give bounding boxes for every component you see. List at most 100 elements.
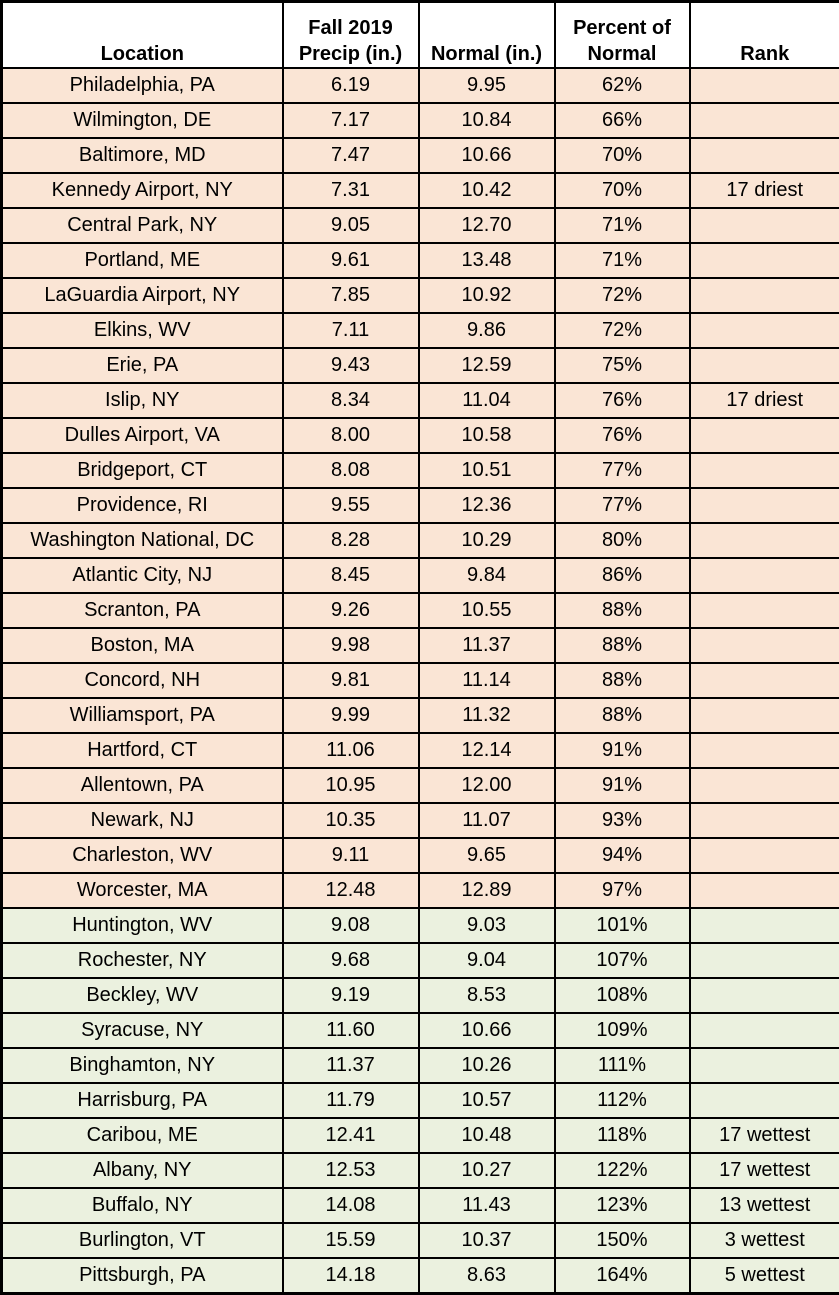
cell-percent: 88% <box>555 628 690 663</box>
table-row: Portland, ME 9.61 13.48 71% <box>2 243 839 278</box>
cell-normal: 12.14 <box>419 733 555 768</box>
cell-rank <box>690 103 839 138</box>
cell-location: Worcester, MA <box>2 873 283 908</box>
cell-precip: 9.19 <box>283 978 419 1013</box>
cell-location: Huntington, WV <box>2 908 283 943</box>
table-row: Providence, RI 9.55 12.36 77% <box>2 488 839 523</box>
cell-normal: 11.37 <box>419 628 555 663</box>
cell-location: Caribou, ME <box>2 1118 283 1153</box>
cell-rank <box>690 733 839 768</box>
cell-normal: 12.36 <box>419 488 555 523</box>
cell-percent: 76% <box>555 383 690 418</box>
cell-location: Elkins, WV <box>2 313 283 348</box>
table-row: Allentown, PA 10.95 12.00 91% <box>2 768 839 803</box>
cell-rank: 17 wettest <box>690 1118 839 1153</box>
col-header-percent: Percent of Normal <box>555 2 690 69</box>
cell-precip: 12.48 <box>283 873 419 908</box>
cell-rank <box>690 943 839 978</box>
cell-precip: 6.19 <box>283 68 419 103</box>
cell-precip: 14.08 <box>283 1188 419 1223</box>
cell-precip: 9.11 <box>283 838 419 873</box>
cell-percent: 164% <box>555 1258 690 1294</box>
cell-location: Charleston, WV <box>2 838 283 873</box>
cell-rank <box>690 1013 839 1048</box>
cell-precip: 11.37 <box>283 1048 419 1083</box>
cell-normal: 10.42 <box>419 173 555 208</box>
cell-percent: 88% <box>555 698 690 733</box>
col-header-percent-line1: Percent of <box>556 15 689 41</box>
cell-precip: 12.53 <box>283 1153 419 1188</box>
cell-precip: 10.35 <box>283 803 419 838</box>
cell-location: Atlantic City, NJ <box>2 558 283 593</box>
cell-rank <box>690 68 839 103</box>
cell-normal: 10.92 <box>419 278 555 313</box>
cell-rank <box>690 243 839 278</box>
cell-percent: 70% <box>555 173 690 208</box>
cell-percent: 97% <box>555 873 690 908</box>
cell-precip: 11.79 <box>283 1083 419 1118</box>
cell-rank <box>690 138 839 173</box>
cell-normal: 9.95 <box>419 68 555 103</box>
table-row: Burlington, VT 15.59 10.37 150% 3 wettes… <box>2 1223 839 1258</box>
table-row: Kennedy Airport, NY 7.31 10.42 70% 17 dr… <box>2 173 839 208</box>
cell-location: Hartford, CT <box>2 733 283 768</box>
table-row: Charleston, WV 9.11 9.65 94% <box>2 838 839 873</box>
cell-percent: 76% <box>555 418 690 453</box>
cell-rank <box>690 908 839 943</box>
col-header-rank: Rank <box>690 2 839 69</box>
cell-percent: 150% <box>555 1223 690 1258</box>
cell-location: Harrisburg, PA <box>2 1083 283 1118</box>
col-header-normal: Normal (in.) <box>419 2 555 69</box>
cell-location: Providence, RI <box>2 488 283 523</box>
cell-location: Buffalo, NY <box>2 1188 283 1223</box>
cell-percent: 66% <box>555 103 690 138</box>
cell-normal: 10.48 <box>419 1118 555 1153</box>
cell-percent: 108% <box>555 978 690 1013</box>
cell-normal: 9.65 <box>419 838 555 873</box>
cell-precip: 11.60 <box>283 1013 419 1048</box>
cell-percent: 91% <box>555 733 690 768</box>
table-row: Harrisburg, PA 11.79 10.57 112% <box>2 1083 839 1118</box>
cell-percent: 91% <box>555 768 690 803</box>
cell-precip: 7.17 <box>283 103 419 138</box>
cell-rank <box>690 558 839 593</box>
cell-rank <box>690 838 839 873</box>
table-row: Islip, NY 8.34 11.04 76% 17 driest <box>2 383 839 418</box>
cell-rank <box>690 698 839 733</box>
cell-precip: 8.45 <box>283 558 419 593</box>
cell-location: Beckley, WV <box>2 978 283 1013</box>
cell-location: Binghamton, NY <box>2 1048 283 1083</box>
cell-location: Central Park, NY <box>2 208 283 243</box>
cell-location: Allentown, PA <box>2 768 283 803</box>
cell-location: Newark, NJ <box>2 803 283 838</box>
cell-percent: 123% <box>555 1188 690 1223</box>
cell-normal: 10.51 <box>419 453 555 488</box>
col-header-percent-line2: Normal <box>556 41 689 67</box>
cell-precip: 7.85 <box>283 278 419 313</box>
cell-normal: 12.59 <box>419 348 555 383</box>
table-row: Beckley, WV 9.19 8.53 108% <box>2 978 839 1013</box>
cell-percent: 77% <box>555 453 690 488</box>
cell-percent: 112% <box>555 1083 690 1118</box>
col-header-precip: Fall 2019 Precip (in.) <box>283 2 419 69</box>
cell-normal: 10.57 <box>419 1083 555 1118</box>
cell-normal: 11.14 <box>419 663 555 698</box>
table-header: Location Fall 2019 Precip (in.) Normal (… <box>2 2 839 69</box>
cell-normal: 12.70 <box>419 208 555 243</box>
cell-precip: 7.47 <box>283 138 419 173</box>
table-row: Syracuse, NY 11.60 10.66 109% <box>2 1013 839 1048</box>
cell-percent: 71% <box>555 208 690 243</box>
cell-location: Dulles Airport, VA <box>2 418 283 453</box>
cell-normal: 11.07 <box>419 803 555 838</box>
cell-rank <box>690 1083 839 1118</box>
cell-precip: 9.98 <box>283 628 419 663</box>
cell-percent: 72% <box>555 313 690 348</box>
table-row: Buffalo, NY 14.08 11.43 123% 13 wettest <box>2 1188 839 1223</box>
cell-normal: 10.29 <box>419 523 555 558</box>
cell-percent: 88% <box>555 663 690 698</box>
table-row: Worcester, MA 12.48 12.89 97% <box>2 873 839 908</box>
cell-percent: 109% <box>555 1013 690 1048</box>
table-row: Erie, PA 9.43 12.59 75% <box>2 348 839 383</box>
cell-precip: 9.26 <box>283 593 419 628</box>
cell-location: Kennedy Airport, NY <box>2 173 283 208</box>
